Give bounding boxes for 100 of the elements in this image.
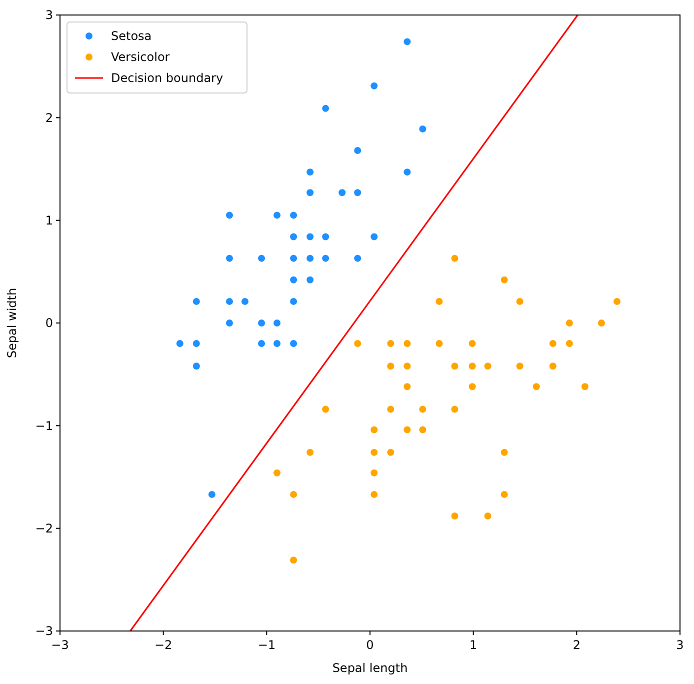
point [322, 233, 330, 240]
point [322, 104, 330, 112]
point [354, 340, 362, 348]
point [387, 406, 394, 413]
x-tick-label: −1 [258, 638, 276, 652]
x-tick-label: 1 [470, 638, 478, 652]
point [451, 362, 458, 370]
point [370, 426, 378, 434]
point [192, 340, 200, 348]
y-tick-label: −2 [35, 522, 53, 536]
point [370, 469, 378, 476]
point [306, 168, 314, 176]
point [290, 340, 298, 348]
point [258, 340, 265, 348]
point [451, 512, 458, 520]
point [226, 254, 233, 262]
point [404, 38, 411, 46]
legend-label: Versicolor [111, 50, 170, 64]
point [404, 426, 411, 434]
point [208, 490, 216, 498]
point [226, 320, 233, 326]
point [290, 490, 298, 498]
y-tick-label: 3 [45, 8, 53, 22]
x-tick-label: −2 [154, 638, 172, 652]
point [484, 512, 492, 520]
point [404, 168, 411, 176]
point [322, 406, 330, 413]
point [500, 276, 508, 284]
x-axis-title: Sepal length [332, 661, 408, 675]
y-tick-label: 0 [45, 316, 53, 330]
point [274, 212, 280, 219]
point [500, 448, 508, 456]
point [387, 362, 394, 370]
point [370, 490, 378, 498]
point [436, 298, 443, 305]
point [258, 320, 265, 326]
point [566, 320, 573, 326]
point [354, 147, 362, 154]
point [290, 276, 298, 284]
point [532, 383, 540, 390]
y-axis-title: Sepal width [5, 288, 19, 358]
point [274, 469, 280, 476]
point [451, 254, 458, 262]
point [468, 383, 476, 390]
point [338, 189, 346, 196]
point [354, 254, 362, 262]
point [516, 298, 524, 305]
point [306, 276, 314, 284]
legend-label: Setosa [111, 29, 152, 44]
point [468, 362, 476, 370]
point [226, 212, 233, 219]
point [306, 189, 314, 196]
point [404, 383, 411, 390]
point [306, 448, 314, 456]
point [436, 340, 443, 348]
point [176, 340, 184, 348]
point [500, 490, 508, 498]
point [274, 320, 280, 326]
point [290, 233, 298, 240]
x-tick-label: 2 [572, 638, 580, 652]
point [306, 254, 314, 262]
point [322, 254, 330, 262]
x-tick-label: 3 [676, 638, 684, 652]
point [549, 340, 556, 348]
point [241, 298, 248, 305]
point [354, 189, 362, 196]
point [290, 254, 298, 262]
y-tick-label: 1 [45, 214, 53, 228]
y-tick-label: 2 [45, 110, 53, 125]
point [581, 383, 588, 390]
point [404, 362, 411, 370]
point [516, 362, 524, 370]
point [419, 426, 426, 434]
point [419, 406, 426, 413]
point [370, 448, 378, 456]
point [290, 212, 298, 219]
point [192, 362, 200, 370]
point [290, 298, 298, 305]
point [613, 298, 620, 305]
point [566, 340, 573, 348]
point [387, 340, 394, 348]
point [370, 82, 378, 90]
y-tick-label: −3 [35, 624, 53, 638]
point [274, 340, 280, 348]
point [226, 298, 233, 305]
point [192, 298, 200, 305]
point [484, 362, 492, 370]
point [598, 320, 605, 326]
y-tick-label: −1 [35, 418, 53, 433]
point [419, 125, 426, 132]
point [290, 556, 298, 564]
point [387, 448, 394, 456]
point [306, 233, 314, 240]
point [370, 233, 378, 240]
point [549, 362, 556, 370]
point [404, 340, 411, 348]
point [451, 406, 458, 413]
point [468, 340, 476, 348]
legend-label: Decision boundary [111, 71, 224, 86]
x-tick-label: 0 [366, 638, 374, 652]
